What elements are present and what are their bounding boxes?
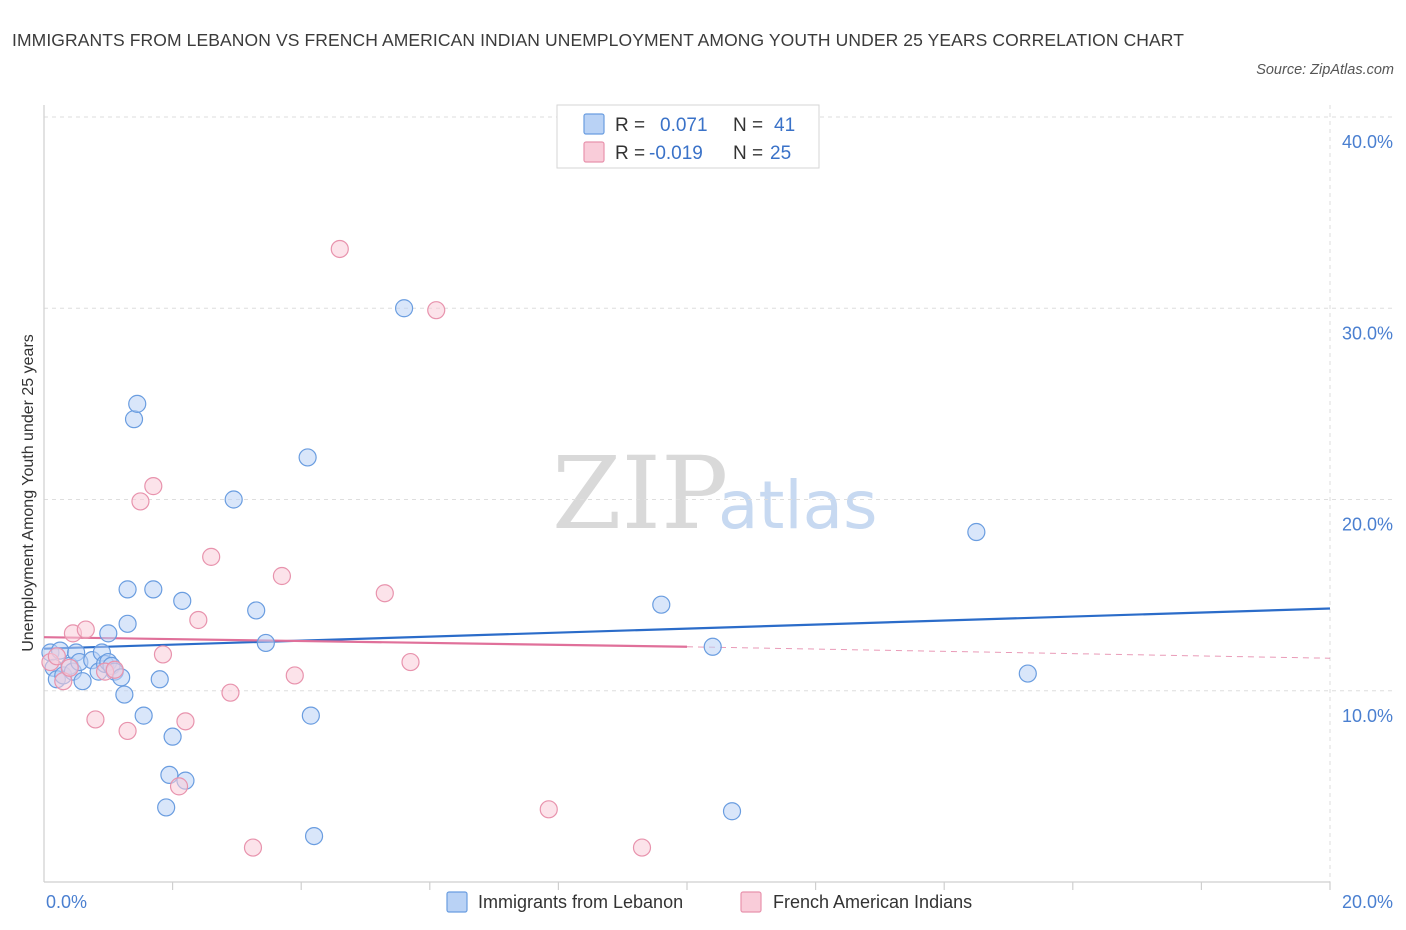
x-tick-label-min: 0.0%	[46, 892, 87, 912]
point-french-american-indians-9	[118, 721, 137, 741]
stats-n-label-1: N =	[733, 115, 763, 136]
point-french-american-indians-14	[176, 712, 195, 731]
point-lebanon-36	[301, 706, 320, 725]
point-french-american-indians-11	[144, 477, 163, 496]
point-lebanon-41	[722, 802, 742, 821]
stats-r-value-1: 0.071	[660, 115, 708, 136]
y-tick-label-10: 10.0%	[1342, 706, 1393, 726]
y-tick-label-30: 30.0%	[1342, 323, 1393, 343]
point-french-american-indians-24	[427, 301, 446, 320]
point-lebanon-17	[99, 624, 118, 643]
point-lebanon-19	[115, 685, 134, 704]
point-french-american-indians-25	[539, 800, 558, 819]
source-label: Source: ZipAtlas.com	[1256, 62, 1394, 78]
point-lebanon-37	[304, 826, 324, 846]
stats-swatch-pink	[583, 141, 605, 163]
point-lebanon-42	[967, 522, 986, 542]
point-french-american-indians-16	[202, 547, 221, 566]
stats-r-label-1: R =	[615, 115, 645, 136]
y-tick-label-20: 20.0%	[1342, 515, 1393, 535]
y-tick-label-40: 40.0%	[1342, 132, 1393, 152]
point-lebanon-22	[124, 410, 144, 429]
point-lebanon-43	[1018, 664, 1037, 683]
point-lebanon-26	[150, 670, 169, 689]
point-lebanon-29	[163, 727, 182, 746]
point-lebanon-23	[128, 394, 147, 413]
point-french-american-indians-1	[47, 647, 66, 666]
point-lebanon-25	[144, 580, 163, 599]
legend-label-french-american-indians: French American Indians	[773, 892, 972, 912]
legend-swatch-french-american-indians	[740, 891, 762, 913]
grid-lines	[44, 105, 1392, 882]
legend-swatch-lebanon	[446, 891, 468, 913]
point-french-american-indians-6	[86, 710, 105, 729]
stats-r-value-2: -0.019	[649, 143, 703, 164]
y-axis-label: Unemployment Among Youth under 25 years	[20, 334, 37, 652]
point-french-american-indians-10	[131, 492, 150, 511]
point-lebanon-21	[118, 580, 137, 599]
point-french-american-indians-21	[330, 239, 349, 259]
point-french-american-indians-26	[632, 838, 652, 857]
y-tick-labels: 10.0% 20.0% 30.0% 40.0%	[1342, 132, 1393, 726]
point-french-american-indians-15	[189, 610, 208, 630]
stats-swatch-blue	[583, 113, 605, 135]
point-lebanon-40	[703, 637, 722, 656]
point-french-american-indians-23	[401, 652, 420, 672]
trend-lines	[43, 607, 1331, 659]
point-french-american-indians-13	[169, 777, 189, 796]
x-tick-label-max: 20.0%	[1342, 892, 1393, 912]
point-lebanon-35	[298, 448, 317, 467]
point-french-american-indians-20	[285, 666, 304, 685]
point-french-american-indians-3	[60, 658, 79, 677]
watermark-atlas: atlas	[718, 467, 878, 544]
point-french-american-indians-18	[243, 838, 263, 857]
point-lebanon-39	[652, 595, 671, 614]
point-lebanon-38	[394, 299, 414, 318]
series-french-american-indian-points	[41, 239, 652, 857]
point-lebanon-33	[247, 601, 266, 620]
stats-r-label-2: R =	[615, 143, 645, 164]
point-french-american-indians-22	[375, 584, 394, 603]
point-french-american-indians-17	[221, 683, 240, 702]
trend-line-french-american-indians-extension	[686, 646, 1331, 659]
legend-label-lebanon: Immigrants from Lebanon	[478, 892, 683, 912]
stats-legend: R = 0.071 N = 41 R = -0.019 N = 25	[556, 104, 820, 169]
trend-line-french-american-indians	[43, 636, 688, 648]
point-lebanon-24	[134, 706, 153, 725]
stats-n-value-2: 25	[770, 143, 791, 164]
point-lebanon-30	[173, 591, 192, 610]
chart-title: IMMIGRANTS FROM LEBANON VS FRENCH AMERIC…	[12, 30, 1185, 50]
series-lebanon-points	[41, 299, 1037, 846]
point-lebanon-9	[73, 672, 92, 691]
trend-line-lebanon	[43, 607, 1331, 650]
point-lebanon-34	[256, 633, 275, 653]
point-french-american-indians-19	[272, 566, 292, 586]
watermark-zip: ZIP	[552, 435, 728, 552]
x-ticks	[172, 882, 1331, 890]
point-french-american-indians-5	[76, 620, 95, 639]
point-lebanon-20	[118, 614, 137, 633]
stats-n-label-2: N =	[733, 143, 763, 164]
point-lebanon-27	[157, 798, 176, 817]
point-french-american-indians-12	[153, 645, 173, 664]
point-lebanon-32	[224, 490, 243, 509]
point-french-american-indians-8	[105, 660, 124, 679]
stats-n-value-1: 41	[774, 115, 795, 136]
series-legend: Immigrants from Lebanon French American …	[446, 891, 972, 913]
